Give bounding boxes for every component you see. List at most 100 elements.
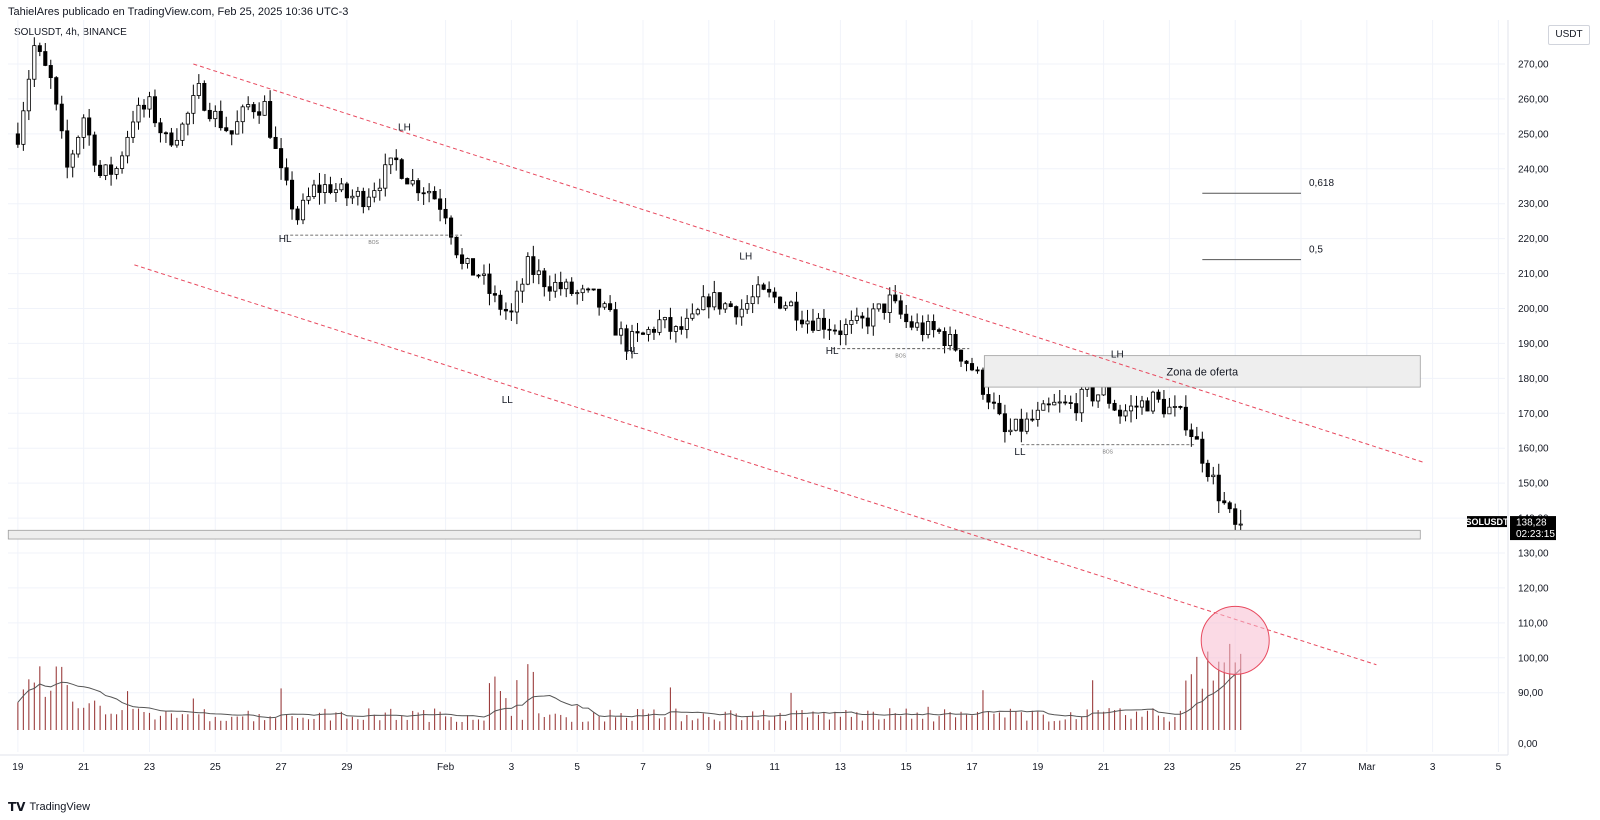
candle-body (717, 292, 722, 310)
candle-body (619, 328, 624, 336)
candle-body (1019, 418, 1024, 432)
candle-body (514, 290, 519, 313)
candle-body (1145, 400, 1150, 412)
candle-body (608, 303, 613, 311)
time-tick-label: 9 (706, 762, 712, 773)
candle-body (377, 187, 382, 192)
candle-body (953, 334, 958, 351)
candle-body (1139, 400, 1145, 408)
candle-body (882, 303, 887, 313)
candles (15, 37, 1243, 532)
candle-body (317, 184, 322, 193)
candle-body (120, 155, 125, 169)
candle-body (602, 303, 607, 308)
candle-body (838, 330, 843, 336)
candle-body (372, 190, 377, 198)
candle-body (789, 301, 794, 307)
tradingview-logo-icon: TV (8, 800, 26, 814)
candle-body (410, 180, 415, 185)
candle-body (355, 190, 360, 197)
candle-body (827, 328, 832, 331)
candle-body (48, 65, 53, 79)
candle-body (421, 192, 426, 195)
candle-body (141, 104, 147, 110)
candle-body (207, 109, 212, 120)
candle-body (942, 331, 947, 347)
price-tick-label: 220,00 (1518, 234, 1549, 245)
price-tick-label: 130,00 (1518, 549, 1549, 560)
candle-body (860, 315, 865, 319)
candle-body (1128, 405, 1134, 412)
candle-body (865, 317, 870, 327)
candle-body (43, 51, 48, 66)
time-tick-label: 19 (12, 762, 24, 773)
swing-label: HL (826, 346, 839, 357)
candle-body (1008, 429, 1013, 433)
candle-body (1216, 474, 1221, 502)
brand-footer[interactable]: TV TradingView (8, 800, 90, 814)
candle-body (130, 121, 136, 138)
candle-body (262, 101, 267, 116)
candle-body (1118, 409, 1123, 417)
candle-body (344, 183, 349, 199)
candle-body (1101, 386, 1106, 396)
price-tick-label: 240,00 (1518, 164, 1549, 175)
candle-body (832, 329, 837, 332)
candle-body (629, 331, 635, 352)
candle-body (887, 294, 892, 313)
candle-body (202, 82, 207, 111)
candle-body (520, 283, 525, 292)
candle-body (21, 110, 26, 145)
candle-body (778, 296, 783, 309)
candle-body (635, 331, 640, 334)
candle-body (673, 326, 678, 332)
candle-body (964, 360, 969, 364)
price-tick-label: 120,00 (1518, 583, 1549, 594)
candle-body (920, 322, 925, 336)
candle-body (569, 281, 574, 294)
candle-body (1233, 508, 1238, 525)
candle-body (975, 369, 980, 372)
candle-body (531, 256, 536, 275)
candle-body (114, 168, 119, 175)
price-tick-label: 110,00 (1518, 618, 1548, 629)
price-tick-label: 160,00 (1518, 444, 1549, 455)
time-tick-label: 13 (835, 762, 847, 773)
candle-body (383, 164, 388, 189)
candle-body (399, 159, 404, 179)
candle-body (799, 319, 805, 325)
price-tick-label: 150,00 (1518, 479, 1549, 490)
candle-body (15, 133, 20, 145)
time-tick-label: 5 (1496, 762, 1502, 773)
price-tick-label: 230,00 (1518, 199, 1549, 210)
candle-body (536, 270, 541, 275)
time-tick-label: 3 (1430, 762, 1436, 773)
candle-body (816, 317, 821, 331)
candle-body (268, 101, 273, 138)
price-tick-label: 90,00 (1518, 688, 1543, 699)
candle-body (564, 281, 569, 290)
currency-selector[interactable]: USDT (1548, 25, 1590, 45)
candle-body (1112, 402, 1117, 411)
candle-body (1156, 391, 1161, 400)
candle-body (240, 106, 245, 123)
candle-body (810, 320, 816, 331)
candle-body (1024, 418, 1029, 432)
candle-body (767, 288, 772, 293)
publisher-caption: TahielAres publicado en TradingView.com,… (8, 6, 349, 18)
volume-moving-average (17, 668, 1242, 719)
time-tick-label: 29 (341, 762, 353, 773)
candle-body (679, 326, 684, 330)
candle-body (1222, 500, 1227, 504)
candle-body (361, 190, 366, 208)
candle-body (366, 196, 371, 208)
candle-body (1227, 502, 1232, 510)
candle-body (454, 236, 459, 256)
candle-body (1002, 413, 1007, 433)
candle-body (723, 303, 728, 310)
time-axis: 19 21 23 25 27 29 Feb 3 5 7 9 11 13 15 17 19 21 23 25 27 Mar… (12, 762, 1501, 773)
candle-body (1178, 406, 1183, 408)
price-tick-label: 100,00 (1518, 653, 1549, 664)
candle-body (871, 308, 876, 327)
